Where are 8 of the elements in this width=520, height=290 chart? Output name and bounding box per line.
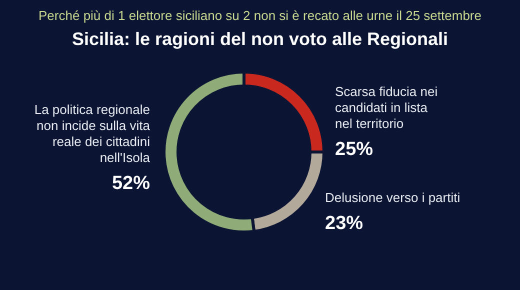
- slice-label: La politica regionale non incide sulla vita reale dei cittadini nell'Isola: [34, 102, 151, 165]
- data-label: 25%: [335, 139, 374, 160]
- slice-label: Delusione verso i partiti: [325, 190, 460, 205]
- chart-title: Sicilia: le ragioni del non voto alle Regionali: [72, 29, 448, 49]
- data-label: 52%: [112, 173, 150, 194]
- slice-label: Scarsa fiducia nei candidati in lista nel territorio: [335, 84, 438, 131]
- data-label: 23%: [325, 213, 364, 234]
- chart-subtitle: Perché più di 1 elettore siciliano su 2 non si è recato alle urne il 25 settembre: [38, 8, 482, 23]
